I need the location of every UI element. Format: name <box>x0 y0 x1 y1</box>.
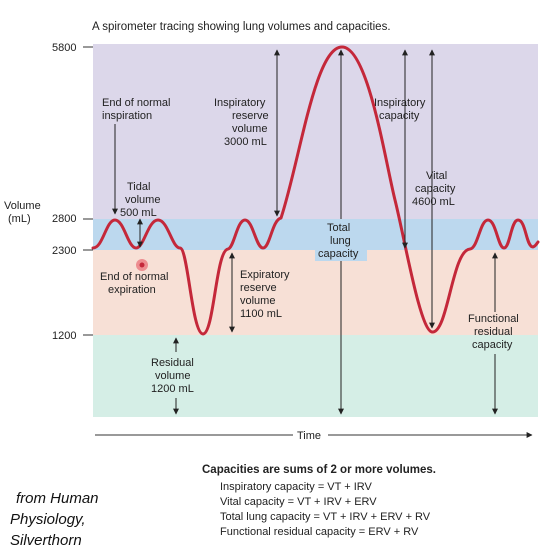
label-tidal-1: Tidal <box>127 181 150 193</box>
formula-tlc: Total lung capacity = VT + IRV + ERV + R… <box>220 511 431 523</box>
credit-line-1: from Human <box>16 490 99 507</box>
label-tlc-2: lung <box>330 235 351 247</box>
label-end-expiration-2: expiration <box>108 284 156 296</box>
source-credit: from Human Physiology, Silverthorn <box>10 488 160 551</box>
rv-band <box>93 335 538 417</box>
formula-vc: Vital capacity = VT + IRV + ERV <box>220 496 377 508</box>
tick-1200: 1200 <box>52 330 76 342</box>
label-tidal-2: volume <box>125 194 160 206</box>
label-erv-4: 1100 mL <box>240 308 282 320</box>
label-tlc-1: Total <box>327 222 350 234</box>
label-irv-2: reserve <box>232 110 269 122</box>
label-erv-3: volume <box>240 295 275 307</box>
capacities-summary: Capacities are sums of 2 or more volumes… <box>202 463 542 540</box>
label-irv-4: 3000 mL <box>224 136 267 148</box>
label-ic-1: Inspiratory <box>374 97 426 109</box>
tick-2300: 2300 <box>52 245 76 257</box>
erv-band <box>93 250 538 335</box>
formula-frc: Functional residual capacity = ERV + RV <box>220 526 419 538</box>
label-frc-1: Functional <box>468 313 519 325</box>
credit-line-2: Physiology, <box>10 511 86 528</box>
label-end-expiration-1: End of normal <box>100 271 168 283</box>
tick-2800: 2800 <box>52 213 76 225</box>
label-vc-2: capacity <box>415 183 456 195</box>
credit-line-3: Silverthorn <box>10 532 82 549</box>
label-end-inspiration-1: End of normal <box>102 97 170 109</box>
spirometer-tracing <box>91 45 540 336</box>
label-irv-1: Inspiratory <box>214 97 266 109</box>
y-axis-unit: (mL) <box>8 213 31 225</box>
label-erv-1: Expiratory <box>240 269 290 281</box>
cursor-dot-center <box>139 262 145 268</box>
tlc-label-bg <box>315 219 367 261</box>
label-vc-3: 4600 mL <box>412 196 455 208</box>
label-erv-2: reserve <box>240 282 277 294</box>
label-rv-1: Residual <box>151 357 194 369</box>
label-tidal-3: 500 mL <box>120 207 157 219</box>
formula-ic: Inspiratory capacity = VT + IRV <box>220 481 372 493</box>
spirometer-diagram: A spirometer tracing showing lung volume… <box>4 21 540 442</box>
time-axis-label: Time <box>297 430 321 442</box>
diagram-caption: A spirometer tracing showing lung volume… <box>92 21 391 33</box>
label-end-inspiration-2: inspiration <box>102 110 152 122</box>
label-rv-3: 1200 mL <box>151 383 194 395</box>
y-axis-label: Volume <box>4 200 41 212</box>
label-frc-2: residual <box>474 326 513 338</box>
tick-5800: 5800 <box>52 42 76 54</box>
label-tlc-3: capacity <box>318 248 359 260</box>
label-irv-3: volume <box>232 123 267 135</box>
label-frc-3: capacity <box>472 339 513 351</box>
label-ic-2: capacity <box>379 110 420 122</box>
irv-band <box>93 44 538 219</box>
label-vc-1: Vital <box>426 170 447 182</box>
summary-title: Capacities are sums of 2 or more volumes… <box>202 464 436 476</box>
label-rv-2: volume <box>155 370 190 382</box>
